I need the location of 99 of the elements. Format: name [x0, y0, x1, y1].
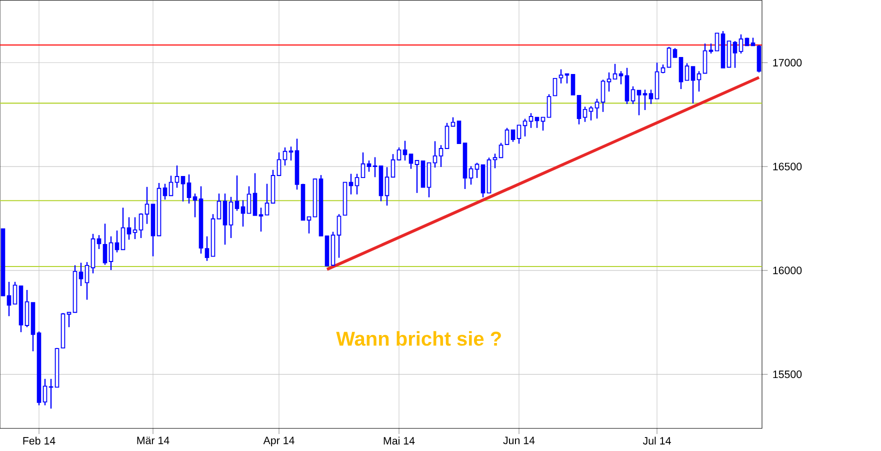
- candlestick: [738, 34, 744, 54]
- y-tick-label: 16500: [773, 162, 802, 170]
- x-tick-label: Jun 14: [503, 436, 535, 444]
- candlestick: [204, 236, 210, 262]
- candlestick: [108, 236, 114, 271]
- candlestick: [372, 156, 378, 178]
- annotation: Wann bricht sie ?: [336, 331, 501, 346]
- candlestick: [408, 153, 414, 170]
- candlestick: [192, 192, 198, 218]
- candlestick: [174, 164, 180, 188]
- candlestick: [552, 78, 558, 96]
- candlestick: [546, 94, 552, 118]
- candlestick: [258, 207, 264, 232]
- candlestick: [642, 89, 648, 111]
- candlestick: [390, 153, 396, 178]
- candlestick: [540, 116, 546, 132]
- candlestick: [432, 140, 438, 168]
- candlestick: [282, 146, 288, 166]
- candlestick: [402, 140, 408, 162]
- candlestick: [510, 129, 516, 142]
- candlestick: [630, 86, 636, 105]
- candlestick: [696, 70, 702, 92]
- candlestick: [474, 162, 480, 179]
- candlestick: [24, 289, 30, 328]
- candlestick: [702, 42, 708, 74]
- candlestick: [6, 281, 12, 317]
- candlestick: [570, 74, 576, 96]
- candlestick: [384, 166, 390, 206]
- candlestick: [528, 112, 534, 129]
- candlestick: [498, 142, 504, 158]
- candlestick: [186, 174, 192, 204]
- candlestick: [522, 118, 528, 138]
- candlestick: [600, 79, 606, 113]
- candlestick: [234, 174, 240, 212]
- candlestick: [276, 152, 282, 176]
- candlestick: [576, 94, 582, 125]
- candlestick: [558, 68, 564, 84]
- y-tick-label: 17000: [773, 58, 802, 66]
- candlestick: [162, 183, 168, 200]
- candlestick: [594, 98, 600, 120]
- candlestick: [612, 63, 618, 80]
- candlestick: [264, 183, 270, 216]
- candlestick: [414, 160, 420, 194]
- candlestick: [354, 173, 360, 195]
- candlestick: [252, 172, 258, 216]
- candlestick: [534, 116, 540, 129]
- candlestick: [132, 216, 138, 240]
- candlestick: [120, 207, 126, 250]
- candlestick: [114, 230, 120, 253]
- candlestick: [588, 105, 594, 122]
- candlestick: [96, 234, 102, 250]
- candlestick: [246, 186, 252, 214]
- candlestick: [216, 192, 222, 220]
- x-tick-label: Mai 14: [384, 436, 415, 445]
- candlestick: [504, 127, 510, 146]
- candlestick: [396, 146, 402, 162]
- candlestick: [684, 62, 690, 81]
- candlestick: [126, 216, 132, 240]
- candlestick: [84, 262, 90, 300]
- candlestick: [708, 42, 714, 54]
- candlestick: [42, 378, 48, 406]
- candlestick: [492, 153, 498, 169]
- candlestick: [360, 152, 366, 178]
- candlestick: [180, 176, 186, 202]
- candlestick: [438, 144, 444, 168]
- y-tick-label: 16000: [773, 266, 802, 274]
- candlestick: [336, 214, 342, 258]
- candlestick: [468, 166, 474, 186]
- candlestick: [732, 40, 738, 68]
- candlestick: [306, 216, 312, 234]
- candlestick: [168, 175, 174, 196]
- candlestick: [288, 146, 294, 162]
- x-tick-label: Feb 14: [23, 436, 56, 445]
- candlestick: [240, 200, 246, 228]
- candlestick: [138, 212, 144, 239]
- candlestick: [636, 90, 642, 116]
- candlestick: [366, 160, 372, 172]
- candlestick: [690, 66, 696, 104]
- candlestick: [78, 262, 84, 287]
- x-tick-label: Mär 14: [137, 436, 170, 444]
- candlestick: [456, 120, 462, 144]
- candlestick: [228, 196, 234, 239]
- candlestick: [102, 223, 108, 266]
- candlestick: [564, 73, 570, 84]
- candlestick: [348, 173, 354, 195]
- x-tick-label: Jul 14: [642, 436, 671, 445]
- candlestick: [648, 89, 654, 105]
- candlestick: [12, 281, 18, 305]
- candlestick: [672, 48, 678, 58]
- candlestick: [516, 124, 522, 144]
- candlestick: [144, 186, 150, 224]
- y-tick-label: 15500: [773, 370, 802, 378]
- candlestick: [444, 122, 450, 150]
- candlestick: [222, 192, 228, 246]
- candlestick: [666, 46, 672, 68]
- candlestick: [714, 32, 720, 52]
- candlestick: [606, 72, 612, 92]
- x-tick-label: Apr 14: [263, 436, 294, 446]
- candlestick: [582, 106, 588, 122]
